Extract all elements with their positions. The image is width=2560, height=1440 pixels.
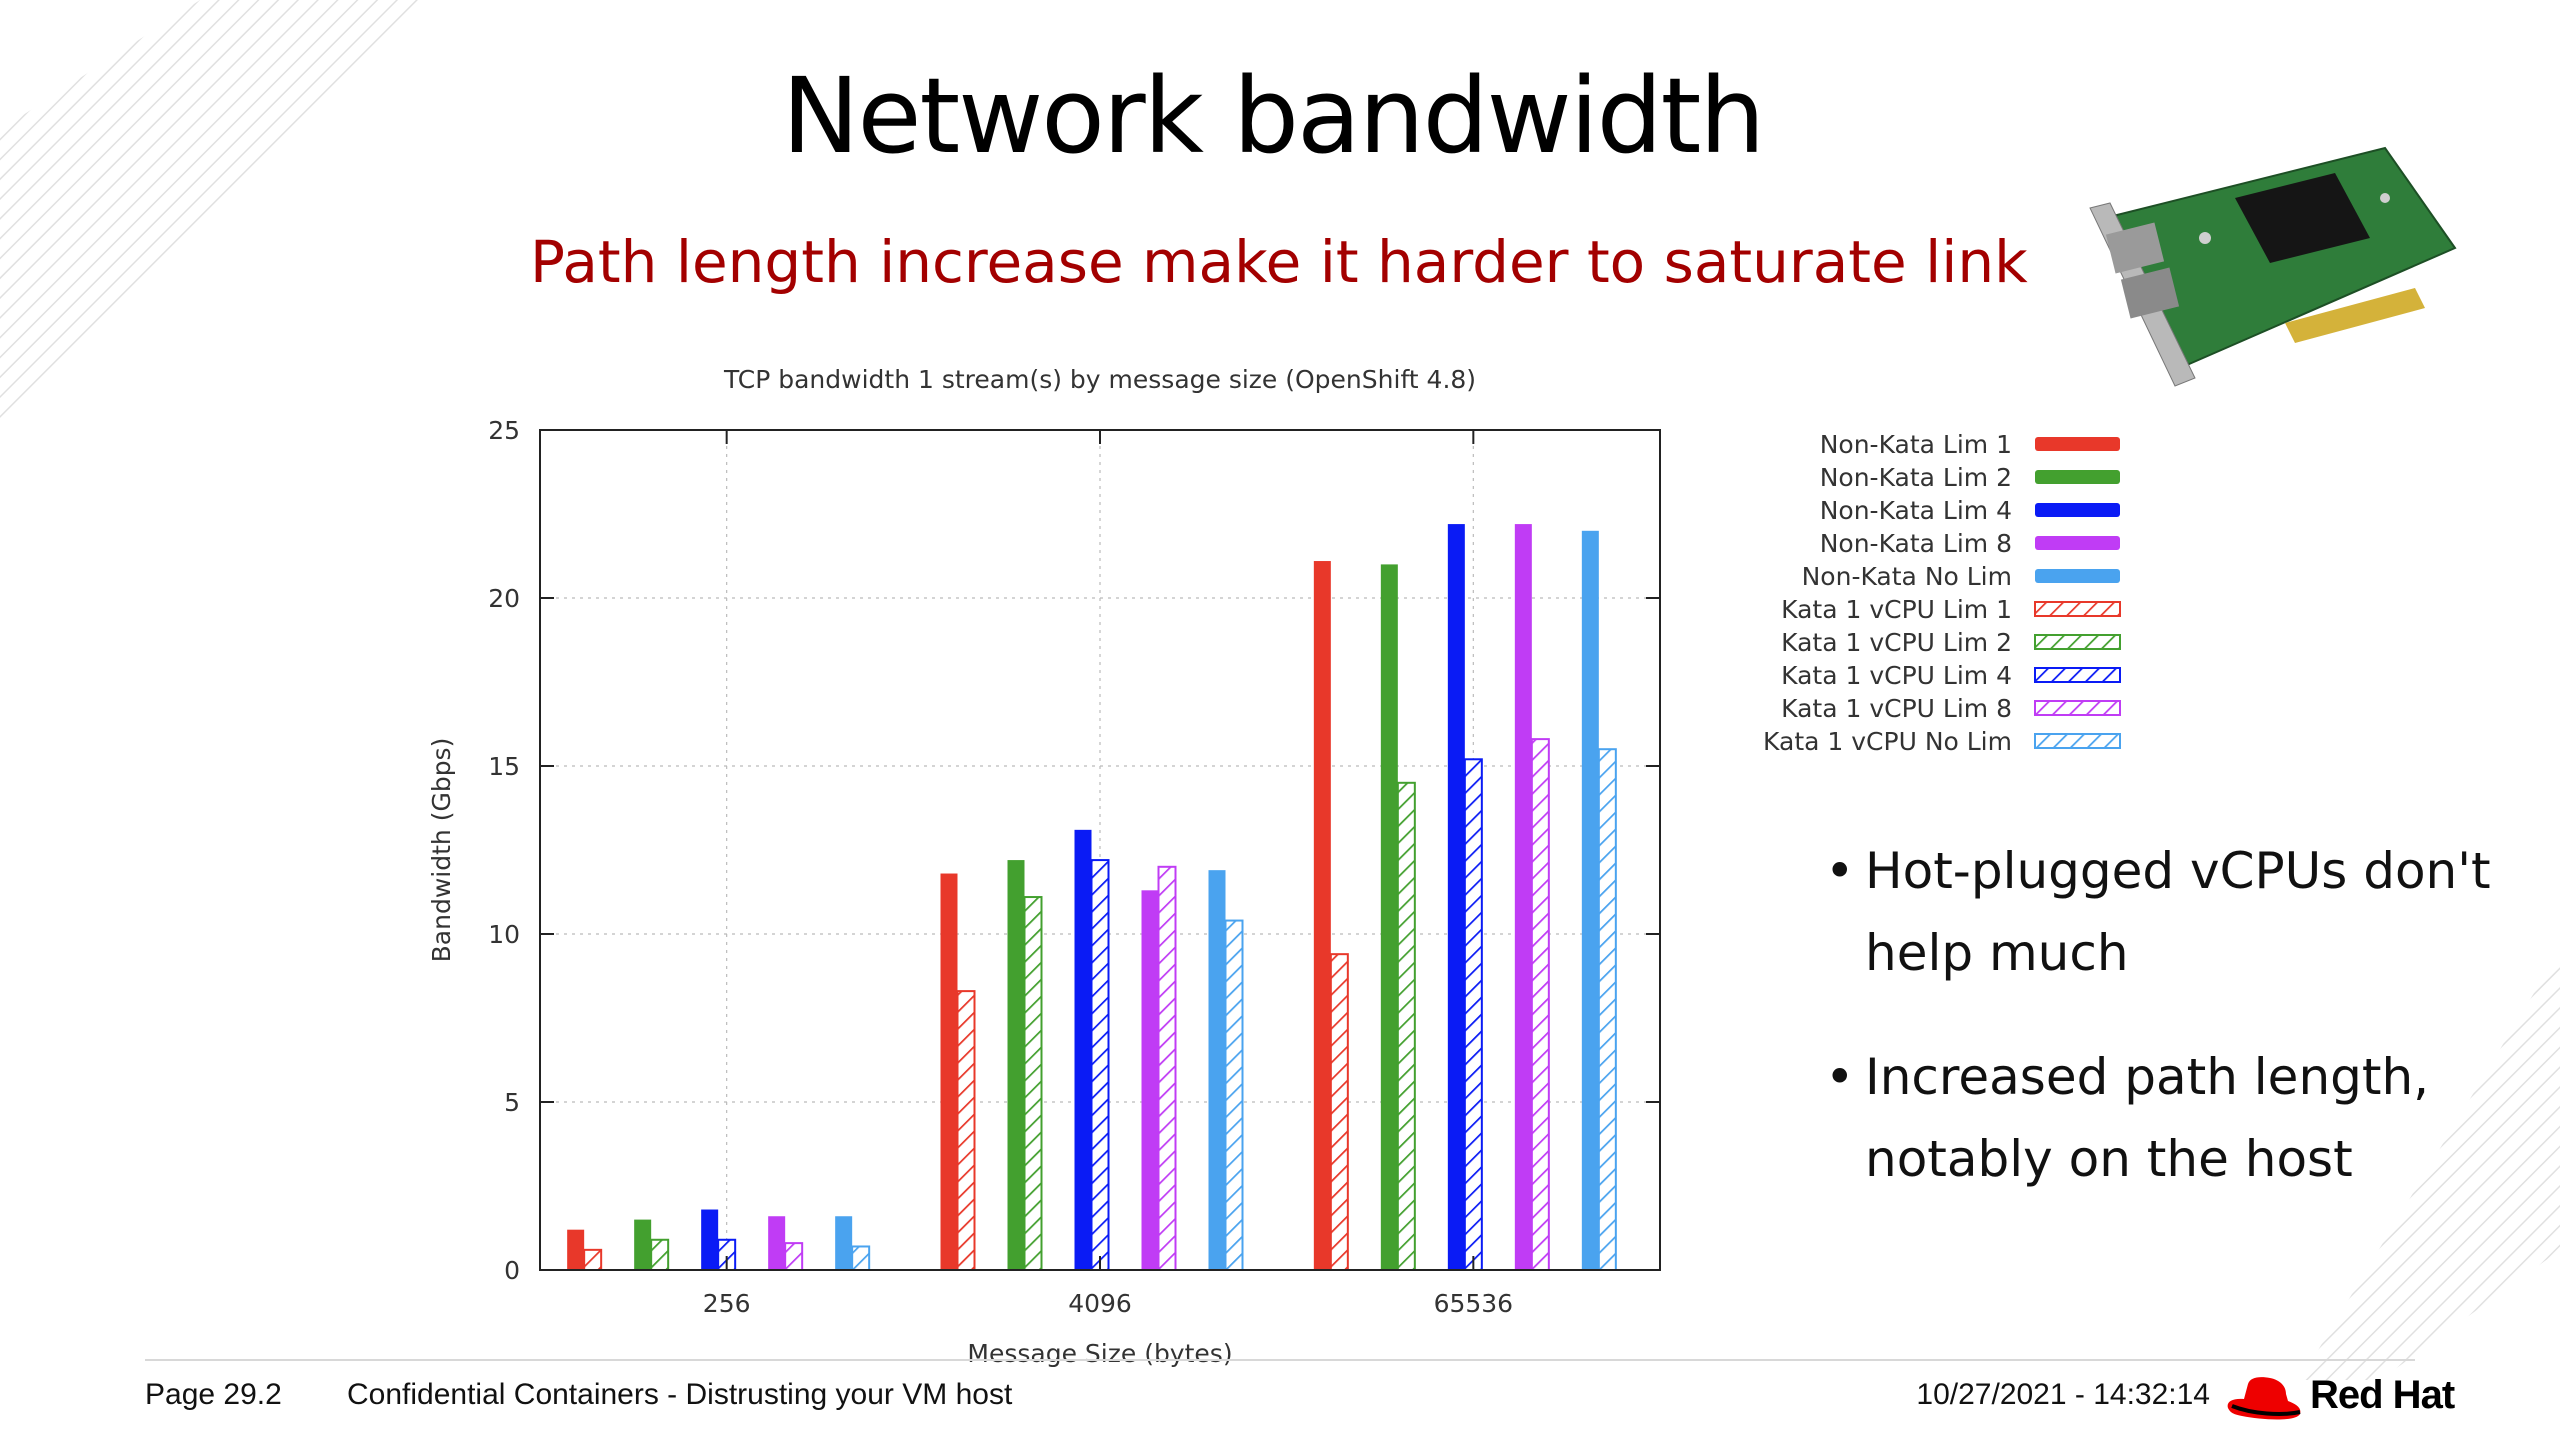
bullet-dot: •	[1825, 842, 1855, 900]
legend-swatch	[2035, 503, 2120, 517]
bar	[940, 873, 958, 1270]
y-tick-label: 20	[488, 584, 520, 613]
bar	[1313, 561, 1331, 1270]
document-title: Confidential Containers - Distrusting yo…	[347, 1378, 1013, 1411]
x-tick-label: 65536	[1434, 1289, 1514, 1318]
legend-label: Non-Kata No Lim	[1802, 562, 2012, 591]
network-card-icon	[2089, 146, 2457, 387]
bar	[851, 1245, 871, 1271]
bar	[1396, 781, 1416, 1271]
bullet-item: • Hot-plugged vCPUs don't help much	[1825, 830, 2525, 994]
x-tick-label: 256	[703, 1289, 751, 1318]
bar	[1581, 530, 1599, 1270]
bar	[1463, 758, 1483, 1272]
legend-swatch	[2034, 601, 2121, 617]
bar	[1329, 953, 1349, 1271]
bar	[1514, 524, 1532, 1270]
bullet-list: • Hot-plugged vCPUs don't help much • In…	[1825, 830, 2525, 1242]
bar	[634, 1219, 652, 1270]
bar	[1090, 859, 1110, 1272]
bar	[835, 1216, 853, 1270]
bar	[1224, 919, 1244, 1271]
footer-datetime: 10/27/2021 - 14:32:14	[1916, 1378, 2210, 1411]
bullet-item: • Increased path length, notably on the …	[1825, 1036, 2525, 1200]
bar	[784, 1242, 804, 1271]
decorative-corner-pattern	[0, 0, 420, 420]
bar	[1208, 870, 1226, 1270]
bar	[768, 1216, 786, 1270]
y-tick-label: 25	[488, 416, 520, 445]
bar	[1141, 890, 1159, 1270]
bar	[1597, 748, 1617, 1271]
x-tick-label: 4096	[1068, 1289, 1132, 1318]
legend-swatch	[2035, 569, 2120, 583]
bullet-dot: •	[1825, 1048, 1855, 1106]
y-tick-label: 15	[488, 752, 520, 781]
legend-label: Kata 1 vCPU Lim 2	[1781, 628, 2012, 657]
legend-label: Kata 1 vCPU No Lim	[1763, 727, 2012, 756]
red-hat-wordmark: Red Hat	[2310, 1373, 2455, 1417]
bullet-text: Increased path length, notably on the ho…	[1865, 1048, 2430, 1188]
legend-label: Non-Kata Lim 2	[1820, 463, 2012, 492]
legend-label: Non-Kata Lim 1	[1820, 430, 2012, 459]
chart-title: TCP bandwidth 1 stream(s) by message siz…	[723, 365, 1476, 394]
y-tick-label: 10	[488, 920, 520, 949]
legend-label: Kata 1 vCPU Lim 4	[1781, 661, 2012, 690]
y-tick-label: 0	[504, 1256, 520, 1285]
legend-swatch	[2034, 667, 2121, 683]
bar	[1530, 738, 1550, 1271]
chart-axes: 0 5 10 15 20 25 256 4096 65536	[488, 416, 1660, 1318]
chart-legend: Non-Kata Lim 1 Non-Kata Lim 2 Non-Kata Lim…	[1763, 430, 2121, 756]
page-number: Page 29.2	[145, 1378, 282, 1411]
legend-swatch	[2034, 700, 2121, 716]
bar	[1447, 524, 1465, 1270]
slide-subtitle: Path length increase make it harder to s…	[530, 228, 2028, 296]
legend-label: Kata 1 vCPU Lim 1	[1781, 595, 2012, 624]
legend-label: Kata 1 vCPU Lim 8	[1781, 694, 2012, 723]
bar	[1157, 865, 1177, 1271]
legend-swatch	[2035, 437, 2120, 451]
x-axis-label: Message Size (bytes)	[967, 1339, 1232, 1368]
y-tick-label: 5	[504, 1088, 520, 1117]
slide-title: Network bandwidth	[781, 55, 1766, 177]
bar	[567, 1229, 585, 1270]
legend-swatch	[2035, 470, 2120, 484]
bar	[1023, 896, 1043, 1271]
bar	[1007, 860, 1025, 1270]
bar	[701, 1209, 719, 1270]
bar	[956, 990, 976, 1271]
bar	[1380, 564, 1398, 1270]
legend-swatch	[2034, 733, 2121, 749]
bar	[1074, 829, 1092, 1270]
y-axis-label: Bandwidth (Gbps)	[427, 738, 456, 963]
legend-label: Non-Kata Lim 4	[1820, 496, 2012, 525]
red-hat-logo	[2227, 1377, 2301, 1420]
decorative-corner-pattern	[2300, 950, 2560, 1380]
chart-bars	[567, 524, 1617, 1272]
legend-label: Non-Kata Lim 8	[1820, 529, 2012, 558]
bullet-text: Hot-plugged vCPUs don't help much	[1865, 842, 2491, 982]
footer-divider	[145, 1359, 2415, 1361]
legend-swatch	[2034, 634, 2121, 650]
bar	[650, 1238, 670, 1272]
bar	[583, 1248, 603, 1271]
legend-swatch	[2035, 536, 2120, 550]
